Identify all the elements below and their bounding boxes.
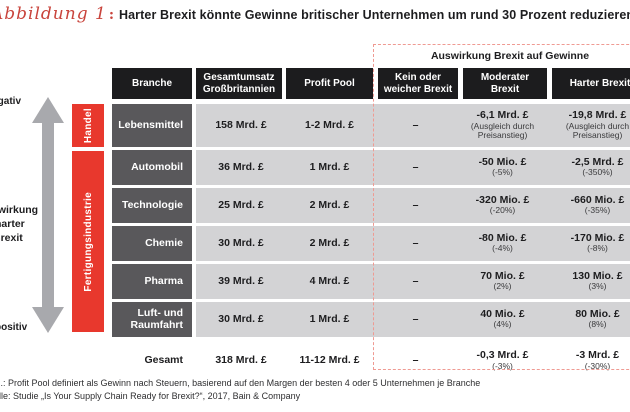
profit-pool-value: 1 Mrd. £	[309, 312, 350, 325]
row-band: 25 Mrd. £ 2 Mrd. £ – -320 Mio. £ (-20%) …	[196, 188, 630, 223]
sector-bar-fertigungsindustrie: Fertigungsindustrie	[72, 151, 104, 332]
figure-title-colon: :	[108, 7, 114, 23]
table-total-row: Gesamt 318 Mrd. £ 11-12 Mrd. £ – -0,3 Mr…	[112, 347, 630, 375]
axis-positive-label: positiv	[0, 322, 28, 333]
table-row: Technologie 25 Mrd. £ 2 Mrd. £ – -320 Mi…	[112, 188, 630, 223]
hard-brexit-note: (3%)	[588, 281, 607, 292]
total-label: Gesamt	[144, 354, 183, 367]
figure-title-text: Harter Brexit könnte Gewinne britischer …	[118, 8, 630, 22]
moderate-brexit-value: 70 Mio. £	[480, 269, 525, 282]
row-band: 39 Mrd. £ 4 Mrd. £ – 70 Mio. £ (2%) 130 …	[196, 264, 630, 299]
profit-pool-value: 4 Mrd. £	[309, 274, 350, 287]
table-row: Chemie 30 Mrd. £ 2 Mrd. £ – -80 Mio. £ (…	[112, 226, 630, 261]
total-hard-brexit-value: -3 Mrd. £	[575, 349, 620, 362]
moderate-brexit-note: (-5%)	[492, 167, 513, 178]
hard-brexit-value: -2,5 Mrd. £	[571, 155, 624, 168]
hard-brexit-note: (-8%)	[587, 243, 608, 254]
hard-brexit-note: (8%)	[588, 319, 607, 330]
hard-brexit-value: 130 Mio. £	[572, 269, 623, 282]
profit-pool-value: 1-2 Mrd. £	[304, 118, 354, 131]
total-no-brexit-value: –	[412, 354, 419, 367]
footnotes: Anm.: Profit Pool definiert als Gewinn n…	[0, 377, 480, 402]
sector-bar-handel: Handel	[72, 104, 104, 147]
moderate-brexit-value: -320 Mio. £	[475, 193, 530, 206]
row-label: Chemie	[112, 226, 192, 261]
column-header-harter-brexit: Harter Brexit	[552, 68, 630, 99]
moderate-brexit-note: (4%)	[493, 319, 512, 330]
moderate-brexit-note: (-20%)	[489, 205, 516, 216]
axis-negative-label: negativ	[0, 96, 22, 107]
figure-title: Abbildung 1 : Harter Brexit könnte Gewin…	[0, 4, 630, 24]
total-moderate-brexit-value: -0,3 Mrd. £	[476, 349, 529, 362]
profit-pool-value: 1 Mrd. £	[309, 160, 350, 173]
moderate-brexit-value: -50 Mio. £	[478, 155, 527, 168]
moderate-brexit-value: -80 Mio. £	[478, 231, 527, 244]
hard-brexit-value: -660 Mio. £	[570, 193, 625, 206]
revenue-value: 39 Mrd. £	[218, 274, 264, 287]
moderate-brexit-note: (-4%)	[492, 243, 513, 254]
total-moderate-brexit-note: (-3%)	[492, 360, 513, 371]
profit-pool-value: 2 Mrd. £	[309, 236, 350, 249]
profit-pool-value: 2 Mrd. £	[309, 198, 350, 211]
no-brexit-value: –	[412, 312, 419, 325]
row-band: 30 Mrd. £ 1 Mrd. £ – 40 Mio. £ (4%) 80 M…	[196, 302, 630, 337]
footnote-source: Quelle: Studie „Is Your Supply Chain Rea…	[0, 390, 301, 401]
moderate-brexit-value: 40 Mio. £	[480, 307, 525, 320]
table-row: Luft- und Raumfahrt 30 Mrd. £ 1 Mrd. £ –…	[112, 302, 630, 337]
hard-brexit-note: (-350%)	[582, 167, 613, 178]
row-band: 36 Mrd. £ 1 Mrd. £ – -50 Mio. £ (-5%) -2…	[196, 150, 630, 185]
brexit-impact-table: Auswirkung Brexit auf Gewinne Branche Ge…	[112, 44, 630, 378]
moderate-brexit-note: (2%)	[493, 281, 512, 292]
revenue-value: 25 Mrd. £	[218, 198, 264, 211]
table-row: Lebensmittel 158 Mrd. £ 1-2 Mrd. £ – -6,…	[112, 104, 630, 147]
no-brexit-value: –	[412, 236, 419, 249]
total-profit-pool-value: 11-12 Mrd. £	[299, 354, 360, 367]
column-header-moderater-brexit: Moderater Brexit	[463, 68, 547, 99]
row-label: Pharma	[112, 264, 192, 299]
row-label: Technologie	[112, 188, 192, 223]
revenue-value: 30 Mrd. £	[218, 312, 264, 325]
impact-label-line-1: Auswirkung	[0, 204, 39, 216]
group-header: Auswirkung Brexit auf Gewinne	[430, 50, 590, 62]
row-label: Lebensmittel	[112, 104, 192, 147]
footnote-definition: Anm.: Profit Pool definiert als Gewinn n…	[0, 378, 481, 388]
arrow-down-icon	[32, 307, 64, 333]
sector-bar-handel-label: Handel	[82, 107, 94, 144]
table-row: Pharma 39 Mrd. £ 4 Mrd. £ – 70 Mio. £ (2…	[112, 264, 630, 299]
column-header-profit-pool: Profit Pool	[286, 68, 373, 99]
hard-brexit-value: -170 Mio. £	[570, 231, 625, 244]
arrow-shaft	[42, 121, 54, 308]
hard-brexit-note: (Ausgleich durch Preisanstieg)	[565, 120, 630, 141]
moderate-brexit-note: (Ausgleich durch Preisanstieg)	[470, 120, 535, 141]
column-header-branche: Branche	[112, 68, 192, 99]
figure-number-label: Abbildung 1	[0, 4, 107, 24]
row-band: 158 Mrd. £ 1-2 Mrd. £ – -6,1 Mrd. £ (Aus…	[196, 104, 630, 147]
hard-brexit-value: -19,8 Mrd. £	[568, 108, 627, 121]
no-brexit-value: –	[412, 118, 419, 131]
sector-bar-fertigungsindustrie-label: Fertigungsindustrie	[82, 191, 94, 292]
impact-label-line-3: Brexit	[0, 232, 23, 244]
row-band: 30 Mrd. £ 2 Mrd. £ – -80 Mio. £ (-4%) -1…	[196, 226, 630, 261]
row-label: Automobil	[112, 150, 192, 185]
table-row: Automobil 36 Mrd. £ 1 Mrd. £ – -50 Mio. …	[112, 150, 630, 185]
total-revenue-value: 318 Mrd. £	[215, 354, 267, 367]
revenue-value: 158 Mrd. £	[215, 118, 267, 131]
arrow-up-icon	[32, 97, 64, 123]
column-header-gesamtumsatz: Gesamtumsatz Großbritannien	[196, 68, 282, 99]
no-brexit-value: –	[412, 160, 419, 173]
no-brexit-value: –	[412, 198, 419, 211]
table-rows: Lebensmittel 158 Mrd. £ 1-2 Mrd. £ – -6,…	[112, 104, 630, 375]
row-label: Luft- und Raumfahrt	[112, 302, 192, 337]
impact-label-line-2: harter	[0, 218, 25, 230]
revenue-value: 36 Mrd. £	[218, 160, 264, 173]
moderate-brexit-value: -6,1 Mrd. £	[476, 108, 529, 121]
total-band: 318 Mrd. £ 11-12 Mrd. £ – -0,3 Mrd. £ (-…	[196, 347, 630, 375]
no-brexit-value: –	[412, 274, 419, 287]
column-header-kein-brexit: Kein oder weicher Brexit	[378, 68, 458, 99]
revenue-value: 30 Mrd. £	[218, 236, 264, 249]
hard-brexit-note: (-35%)	[584, 205, 611, 216]
total-hard-brexit-note: (-30%)	[584, 360, 611, 371]
hard-brexit-value: 80 Mio. £	[575, 307, 620, 320]
